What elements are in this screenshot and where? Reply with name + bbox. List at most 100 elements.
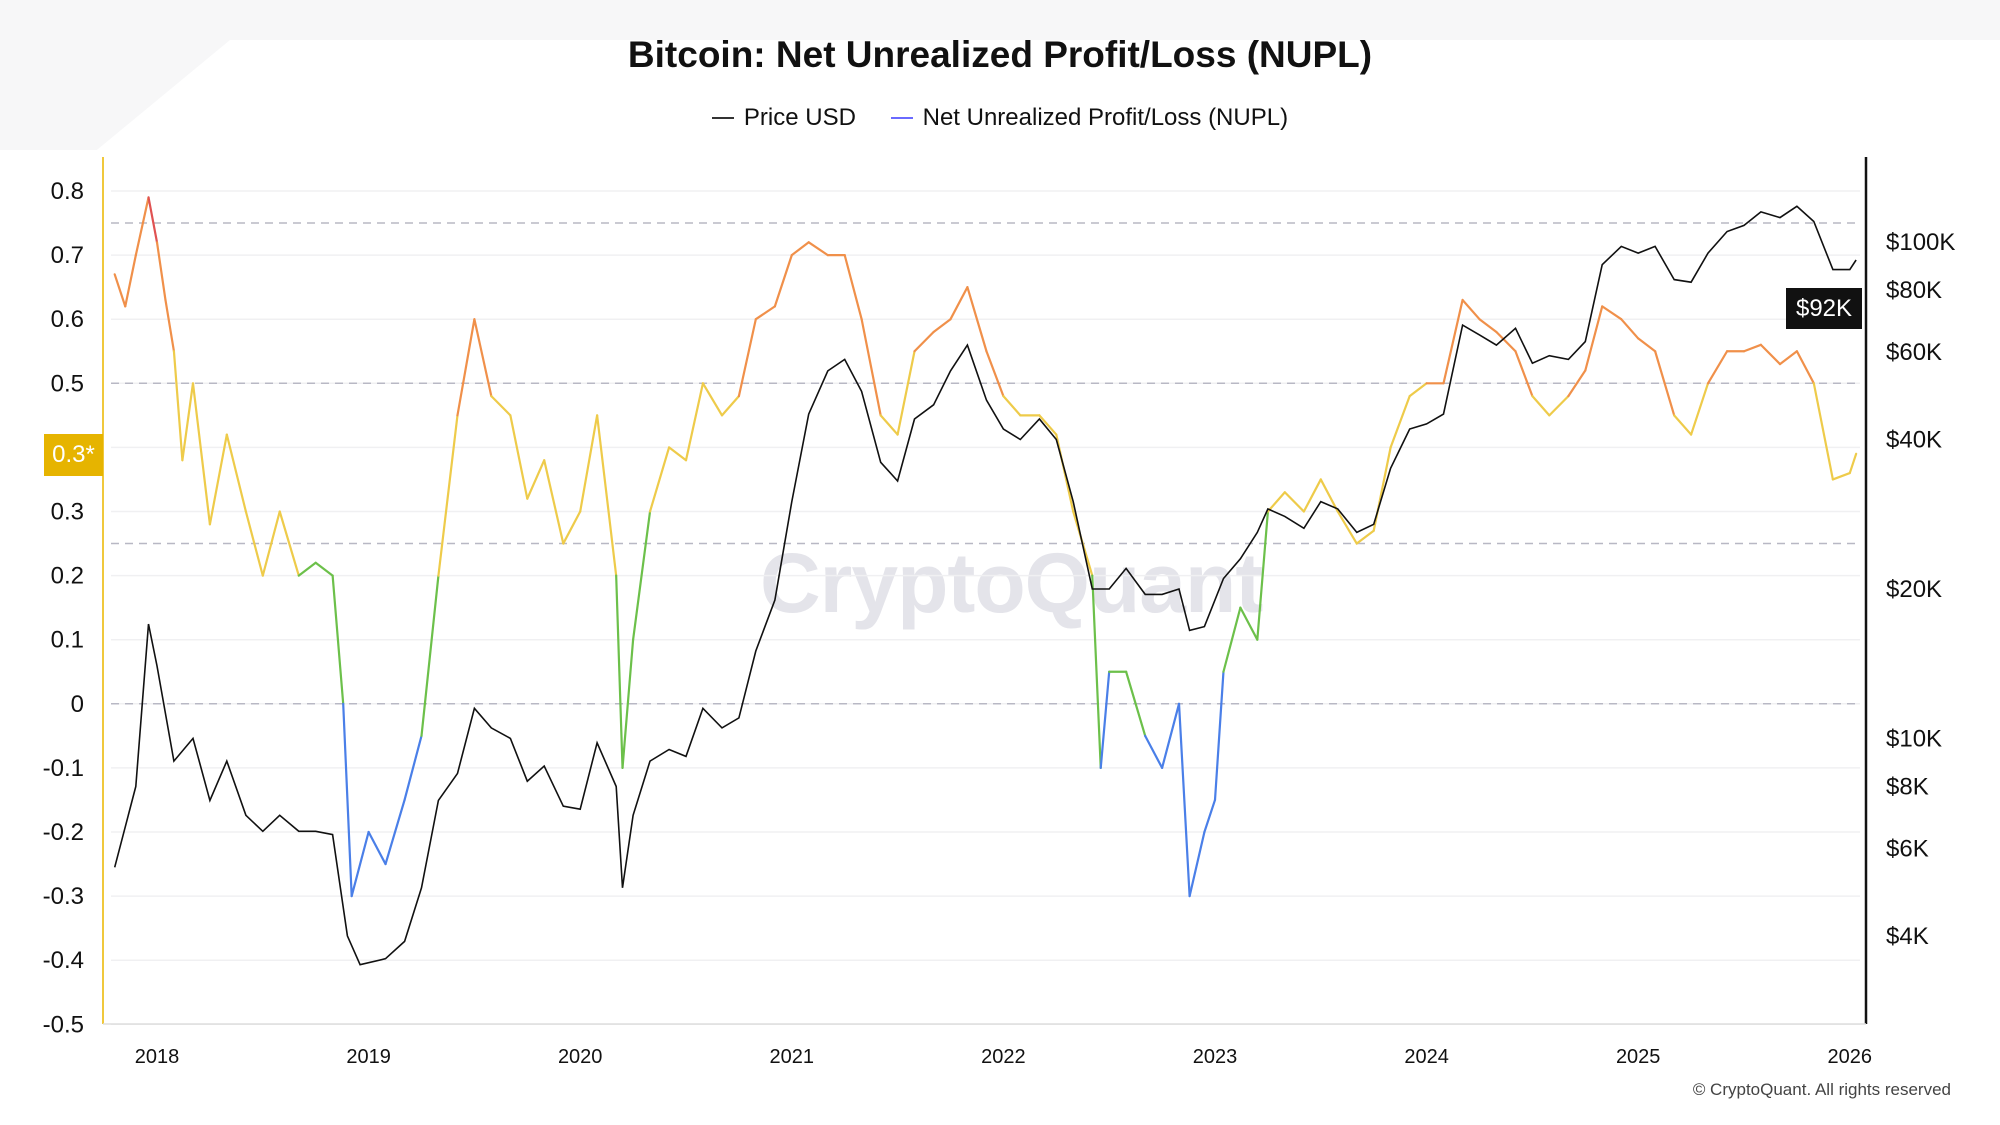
nupl-segment bbox=[754, 305, 776, 321]
right-tick-label: $40K bbox=[1886, 427, 1942, 454]
nupl-segment bbox=[701, 382, 724, 417]
left-tick-label: 0.5 bbox=[51, 370, 84, 397]
nupl-segment bbox=[1177, 702, 1191, 898]
nupl-segment bbox=[790, 241, 810, 257]
nupl-segment bbox=[1408, 382, 1428, 398]
nupl-segment bbox=[1795, 350, 1815, 385]
legend: Price USD Net Unrealized Profit/Loss (NU… bbox=[0, 98, 2000, 132]
nupl-segment bbox=[124, 254, 137, 308]
x-tick-label: 2024 bbox=[1404, 1046, 1449, 1068]
nupl-segment bbox=[562, 510, 582, 545]
nupl-segment bbox=[134, 196, 150, 257]
nupl-segment bbox=[1283, 491, 1305, 513]
nupl-segment bbox=[648, 446, 671, 513]
nupl-segment bbox=[1654, 350, 1676, 417]
x-tick-label: 2018 bbox=[135, 1046, 180, 1068]
left-tick-label: 0.6 bbox=[51, 306, 84, 333]
x-tick-label: 2023 bbox=[1193, 1046, 1238, 1068]
nupl-segment bbox=[579, 414, 599, 513]
nupl-segment bbox=[403, 734, 423, 802]
nupl-segment bbox=[1637, 337, 1657, 353]
nupl-segment bbox=[1203, 798, 1217, 834]
nupl-segment bbox=[113, 273, 127, 308]
nupl-segment bbox=[1812, 382, 1834, 481]
nupl-segment bbox=[208, 433, 228, 526]
nupl-segment bbox=[1125, 670, 1147, 737]
current-price-badge: $92K bbox=[1786, 288, 1862, 329]
right-tick-label: $20K bbox=[1886, 576, 1942, 603]
nupl-segment bbox=[1213, 670, 1225, 802]
nupl-segment bbox=[384, 798, 406, 866]
nupl-segment bbox=[181, 382, 195, 462]
left-tick-label: 0 bbox=[71, 691, 84, 718]
nupl-segment bbox=[420, 574, 440, 737]
left-tick-label: 0.8 bbox=[51, 178, 84, 205]
left-tick-label: -0.2 bbox=[43, 819, 84, 846]
nupl-segment bbox=[278, 510, 300, 577]
nupl-segment bbox=[631, 510, 652, 641]
legend-item-price[interactable]: Price USD bbox=[711, 104, 856, 132]
nupl-segment bbox=[509, 414, 529, 500]
nupl-segment bbox=[1514, 350, 1534, 398]
legend-swatch-price bbox=[711, 117, 734, 119]
nupl-segment bbox=[1584, 305, 1604, 372]
nupl-segment bbox=[1759, 343, 1782, 366]
nupl-segment bbox=[667, 446, 688, 462]
nupl-segment bbox=[1620, 318, 1640, 340]
nupl-segment bbox=[261, 510, 281, 577]
nupl-segment bbox=[879, 414, 899, 436]
left-tick-label: 0.1 bbox=[51, 627, 84, 654]
nupl-segment bbox=[297, 561, 317, 577]
x-tick-label: 2022 bbox=[981, 1046, 1026, 1068]
nupl-segment bbox=[1531, 395, 1551, 417]
left-tick-label: 0.3 bbox=[51, 499, 84, 526]
price-line bbox=[113, 205, 1857, 966]
nupl-segment bbox=[807, 241, 829, 257]
left-tick-label: 0.2 bbox=[51, 563, 84, 590]
nupl-segment bbox=[350, 830, 370, 898]
nupl-segment bbox=[342, 702, 353, 898]
nupl-segment bbox=[1567, 369, 1587, 398]
nupl-segment bbox=[1706, 350, 1729, 385]
nupl-segment bbox=[155, 241, 167, 302]
nupl-segment bbox=[526, 459, 546, 500]
nupl-segment bbox=[1239, 606, 1259, 641]
nupl-segment bbox=[331, 574, 345, 705]
left-tick-label: -0.3 bbox=[43, 883, 84, 910]
nupl-segment bbox=[473, 318, 493, 398]
nupl-segment bbox=[1002, 395, 1022, 417]
nupl-segment bbox=[913, 330, 935, 353]
nupl-segment bbox=[1266, 491, 1286, 513]
x-tick-label: 2019 bbox=[346, 1046, 391, 1068]
nupl-series bbox=[113, 196, 1858, 898]
x-tick-label: 2025 bbox=[1616, 1046, 1661, 1068]
left-tick-label: -0.5 bbox=[43, 1011, 84, 1038]
right-tick-label: $100K bbox=[1886, 229, 1955, 256]
right-tick-label: $4K bbox=[1886, 923, 1929, 950]
legend-item-nupl[interactable]: Net Unrealized Profit/Loss (NUPL) bbox=[890, 104, 1288, 132]
nupl-segment bbox=[843, 254, 863, 321]
nupl-segment bbox=[1319, 478, 1339, 513]
nupl-segment bbox=[1673, 414, 1693, 436]
nupl-segment bbox=[1256, 510, 1270, 641]
nupl-segment bbox=[1689, 382, 1710, 436]
x-tick-label: 2026 bbox=[1828, 1046, 1873, 1068]
left-tick-label: -0.1 bbox=[43, 755, 84, 782]
watermark: CryptoQuant bbox=[760, 536, 1263, 630]
nupl-segment bbox=[1188, 830, 1206, 898]
nupl-segment bbox=[225, 433, 247, 513]
nupl-segment bbox=[621, 638, 635, 770]
nupl-segment bbox=[1461, 298, 1481, 321]
nupl-segment bbox=[1144, 734, 1164, 770]
nupl-segment bbox=[1601, 305, 1623, 321]
nupl-segment bbox=[737, 318, 757, 398]
nupl-segment bbox=[244, 510, 264, 577]
nupl-segment bbox=[949, 286, 969, 321]
nupl-segment bbox=[1099, 670, 1111, 770]
right-tick-label: $8K bbox=[1886, 774, 1929, 801]
left-tick-label: 0.7 bbox=[51, 242, 84, 269]
nupl-segment bbox=[1831, 471, 1851, 481]
legend-label-price: Price USD bbox=[743, 104, 856, 131]
nupl-segment bbox=[932, 318, 952, 334]
legend-swatch-nupl bbox=[890, 117, 913, 119]
